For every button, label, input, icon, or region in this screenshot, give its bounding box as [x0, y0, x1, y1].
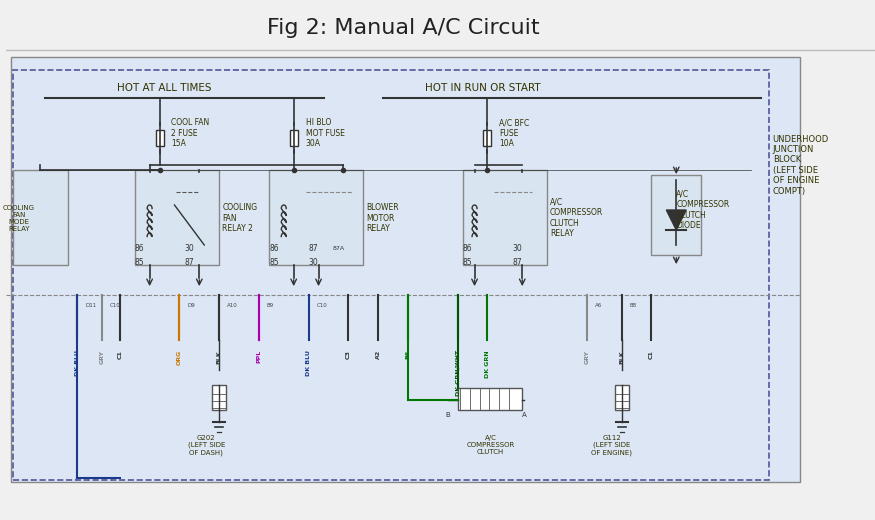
Text: D9: D9 [187, 303, 195, 307]
Text: GRY: GRY [100, 350, 104, 364]
Text: 86: 86 [269, 243, 278, 253]
Text: C1: C1 [117, 350, 122, 359]
Text: A6: A6 [595, 303, 602, 307]
Text: 30: 30 [185, 243, 194, 253]
Text: B: B [445, 412, 450, 418]
Text: ORG: ORG [177, 350, 182, 365]
Text: BLK: BLK [620, 350, 624, 364]
Text: DK GRN/WHT: DK GRN/WHT [455, 350, 460, 396]
Text: BLK: BLK [217, 350, 221, 364]
Text: 85: 85 [463, 257, 472, 267]
Text: C10: C10 [317, 303, 327, 307]
Text: A10: A10 [228, 303, 238, 307]
Text: A/C
COMPRESSOR
CLUTCH
RELAY: A/C COMPRESSOR CLUTCH RELAY [550, 198, 604, 238]
Text: GRY: GRY [584, 350, 590, 364]
Text: A: A [522, 412, 527, 418]
Text: DK GRN: DK GRN [485, 350, 490, 378]
Bar [10, 57, 801, 482]
Text: HOT IN RUN OR START: HOT IN RUN OR START [424, 83, 540, 93]
Text: 87: 87 [185, 257, 194, 267]
Bar [651, 175, 701, 255]
Bar [13, 170, 68, 265]
Text: UNDERHOOD
JUNCTION
BLOCK
(LEFT SIDE
OF ENGINE
COMPT): UNDERHOOD JUNCTION BLOCK (LEFT SIDE OF E… [773, 135, 829, 196]
Text: DK BLU: DK BLU [306, 350, 312, 376]
Text: Fig 2: Manual A/C Circuit: Fig 2: Manual A/C Circuit [267, 18, 539, 38]
Bar [458, 388, 522, 410]
Text: 87: 87 [513, 257, 522, 267]
Bar [213, 385, 226, 410]
Text: G112
(LEFT SIDE
OF ENGINE): G112 (LEFT SIDE OF ENGINE) [592, 435, 632, 456]
Bar [269, 170, 363, 265]
Text: 30: 30 [513, 243, 522, 253]
Text: A/C BFC
FUSE
10A: A/C BFC FUSE 10A [500, 118, 529, 148]
Text: B9: B9 [267, 303, 274, 307]
Text: C3: C3 [346, 350, 351, 359]
Text: 85: 85 [269, 257, 278, 267]
Text: 30: 30 [309, 257, 318, 267]
Text: HI BLO
MOT FUSE
30A: HI BLO MOT FUSE 30A [305, 118, 345, 148]
Text: COOL FAN
2 FUSE
15A: COOL FAN 2 FUSE 15A [172, 118, 210, 148]
Text: 86: 86 [135, 243, 144, 253]
Text: G202
(LEFT SIDE
OF DASH): G202 (LEFT SIDE OF DASH) [187, 435, 225, 456]
Bar [484, 130, 492, 146]
Text: B8: B8 [630, 303, 637, 307]
Text: 86: 86 [463, 243, 472, 253]
Bar [5, 0, 875, 50]
Text: A2: A2 [375, 350, 381, 359]
Bar [135, 170, 219, 265]
Text: C10: C10 [110, 303, 121, 307]
Text: DK BLU: DK BLU [74, 350, 80, 376]
Text: BLOWER
MOTOR
RELAY: BLOWER MOTOR RELAY [367, 203, 399, 233]
Text: PPL: PPL [256, 350, 262, 363]
Bar [290, 130, 298, 146]
Text: A/C
COMPRESSOR
CLUTCH
DIODE: A/C COMPRESSOR CLUTCH DIODE [676, 190, 730, 230]
Text: 85: 85 [135, 257, 144, 267]
Text: A/C
COMPRESSOR
CLUTCH: A/C COMPRESSOR CLUTCH [466, 435, 514, 455]
Text: 87A: 87A [332, 245, 345, 251]
Text: C1: C1 [649, 350, 654, 359]
Text: 87: 87 [309, 243, 318, 253]
Text: D11: D11 [85, 303, 96, 307]
Bar [13, 70, 768, 480]
Text: COOLING
FAN
RELAY 2: COOLING FAN RELAY 2 [222, 203, 257, 233]
Bar [463, 170, 547, 265]
Text: HOT AT ALL TIMES: HOT AT ALL TIMES [117, 83, 212, 93]
Polygon shape [667, 210, 686, 230]
Bar [614, 385, 628, 410]
Bar [156, 130, 164, 146]
Text: COOLING
FAN
MODE
RELAY: COOLING FAN MODE RELAY [3, 204, 35, 231]
Text: B6: B6 [405, 350, 410, 359]
